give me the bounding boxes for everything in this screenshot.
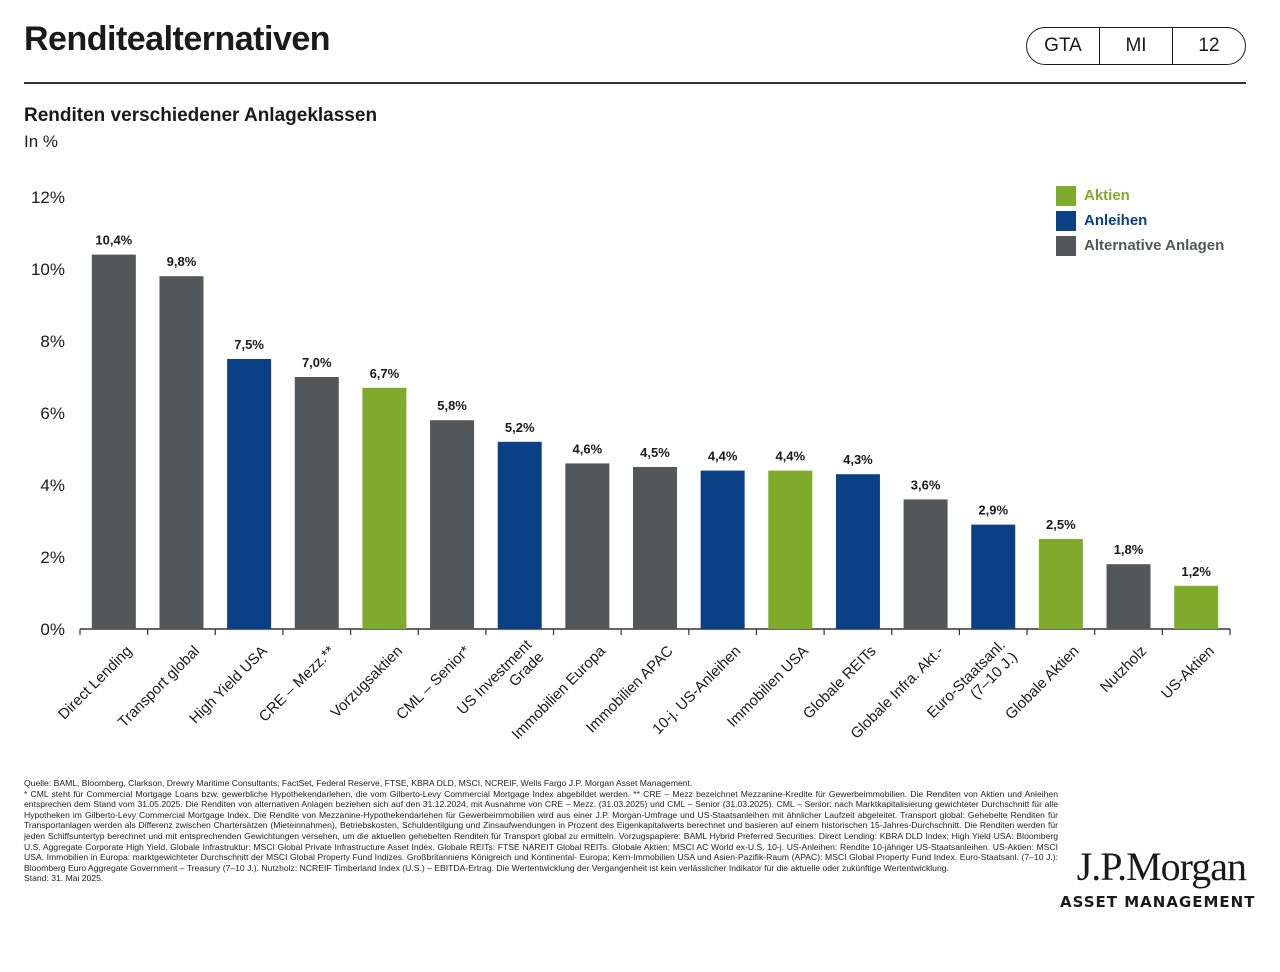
footnote-details: * CML steht für Commercial Mortgage Loan… (24, 788, 1058, 873)
y-tick-label: 8% (40, 332, 65, 351)
bar (1106, 564, 1151, 629)
page-title: Renditealternativen (24, 20, 331, 58)
value-label: 4,5% (640, 445, 670, 460)
bar (903, 499, 948, 629)
chart-unit: In % (24, 132, 59, 151)
value-label: 1,8% (1114, 542, 1144, 557)
page-tags: GTA MI 12 (1026, 27, 1246, 65)
value-label: 4,4% (708, 449, 738, 464)
x-tick-label: Nutzholz (1097, 643, 1150, 696)
value-label: 4,3% (843, 452, 873, 467)
bar (159, 276, 204, 629)
logo-subtitle: ASSET MANAGEMENT (1060, 893, 1256, 911)
value-label: 1,2% (1181, 564, 1211, 579)
value-label: 2,9% (978, 503, 1008, 518)
bar (700, 470, 745, 629)
bar (835, 474, 880, 629)
legend-swatch-aktien (1056, 185, 1076, 206)
value-label: 9,8% (167, 254, 197, 269)
footnotes: Quelle: BAML, Bloomberg, Clarkson, Drewr… (24, 778, 1058, 884)
jpmorgan-logo: J.P.Morgan ASSET MANAGEMENT (1060, 844, 1256, 912)
tag-gta: GTA (1044, 35, 1082, 56)
value-label: 3,6% (911, 477, 941, 492)
bar-chart: 0%2%4%6%8%10%12%10,4%Direct Lending9,8%T… (31, 188, 1231, 743)
header-divider (24, 82, 1246, 84)
legend-item-alternative: Alternative Anlagen (1056, 233, 1224, 258)
y-tick-label: 4% (40, 476, 65, 495)
value-label: 2,5% (1046, 517, 1076, 532)
footnote-source: Quelle: BAML, Bloomberg, Clarkson, Drewr… (24, 778, 693, 788)
legend-item-aktien: Aktien (1056, 183, 1224, 208)
chart-subtitle: Renditen verschiedener Anlageklassen (24, 105, 378, 126)
x-tick-label: US-Aktien (1158, 643, 1218, 703)
value-label: 4,6% (573, 441, 603, 456)
bar (768, 470, 813, 629)
y-tick-label: 6% (40, 404, 65, 423)
footnote-date: Stand: 31. Mai 2025. (24, 873, 104, 884)
legend-label-alternative: Alternative Anlagen (1084, 237, 1225, 254)
value-label: 5,8% (437, 398, 467, 413)
bar (227, 359, 272, 629)
value-label: 4,4% (775, 449, 805, 464)
bar (1038, 539, 1083, 629)
legend-item-anleihen: Anleihen (1056, 208, 1224, 233)
y-tick-label: 0% (40, 620, 65, 639)
bar (91, 254, 136, 629)
bar (294, 377, 339, 629)
tag-mi: MI (1099, 28, 1172, 64)
tag-page-number: 12 (1172, 28, 1245, 64)
legend-label-aktien: Aktien (1084, 187, 1130, 204)
value-label: 6,7% (370, 366, 400, 381)
legend-label-anleihen: Anleihen (1084, 212, 1148, 229)
y-tick-label: 12% (31, 188, 65, 207)
chart-legend: Aktien Anleihen Alternative Anlagen (1056, 183, 1224, 258)
legend-swatch-alternative (1056, 235, 1076, 256)
bar (971, 524, 1016, 629)
y-tick-label: 2% (40, 548, 65, 567)
logo-wordmark: J.P.Morgan (1076, 844, 1247, 889)
bar (362, 387, 407, 629)
legend-swatch-anleihen (1056, 210, 1076, 231)
bar (633, 467, 677, 629)
bar (1174, 585, 1219, 629)
bar (497, 441, 542, 629)
bar (430, 420, 475, 629)
value-label: 5,2% (505, 420, 535, 435)
x-tick-label-line: Nutzholz (1097, 643, 1150, 696)
value-label: 7,5% (234, 337, 264, 352)
y-tick-label: 10% (31, 260, 65, 279)
bar (565, 463, 610, 629)
value-label: 10,4% (95, 233, 132, 248)
x-tick-label-line: US-Aktien (1158, 643, 1218, 703)
value-label: 7,0% (302, 355, 332, 370)
